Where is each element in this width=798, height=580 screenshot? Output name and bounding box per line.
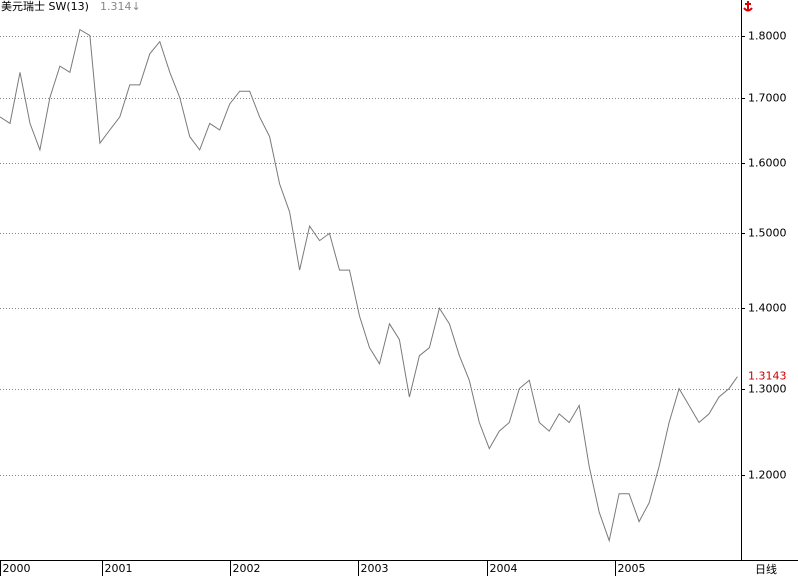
- x-tick-label: 2003: [361, 562, 389, 575]
- x-tick-label: 2000: [3, 562, 31, 575]
- x-tick-label: 2005: [618, 562, 646, 575]
- y-tick-label: 1.4000: [748, 302, 787, 315]
- y-tick-label: 1.2000: [748, 469, 787, 482]
- y-tick-label: 1.5000: [748, 227, 787, 240]
- x-tick-label: 2001: [105, 562, 133, 575]
- x-tick-label: 2004: [490, 562, 518, 575]
- y-tick-label: 1.6000: [748, 157, 787, 170]
- chart-title: 美元瑞士 SW(13): [1, 0, 89, 13]
- last-value-label: 1.3143: [748, 370, 787, 383]
- last-value-box: [743, 369, 797, 384]
- chart-subtitle: 1.314↓: [100, 0, 141, 13]
- period-label: 日线: [755, 562, 777, 576]
- price-line: [0, 28, 738, 543]
- y-tick-label: 1.7000: [748, 92, 787, 105]
- y-tick-label: 1.8000: [748, 30, 787, 43]
- y-tick-label: 1.3000: [748, 383, 787, 396]
- x-tick-label: 2002: [233, 562, 261, 575]
- anchor-icon: [743, 1, 753, 12]
